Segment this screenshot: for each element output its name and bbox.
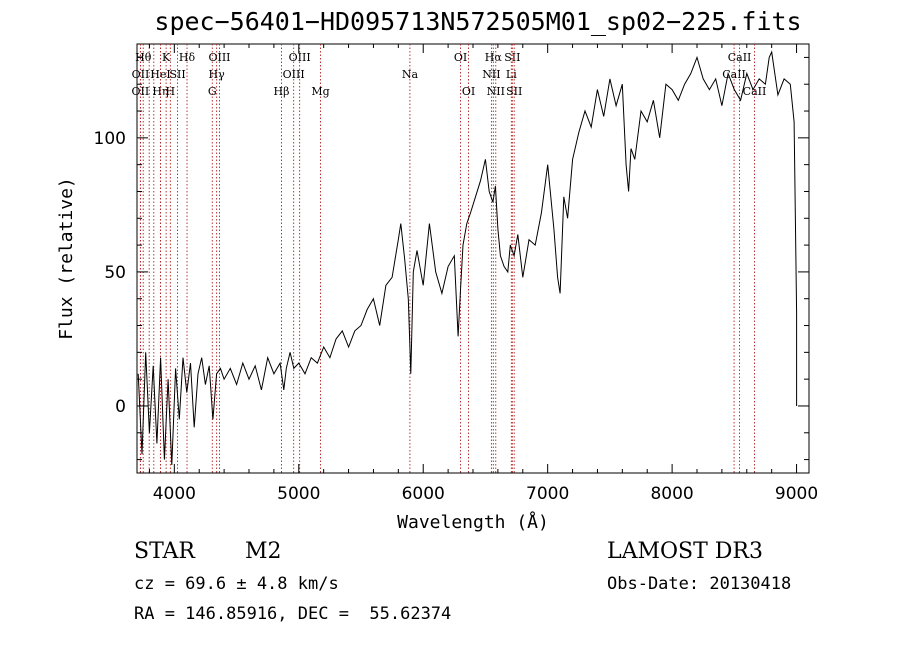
spectral-line-label: SII <box>506 85 522 98</box>
spectral-line-label: OIII <box>283 68 305 81</box>
spectral-line-label: Li <box>506 68 517 81</box>
spectral-line-label: OII <box>132 68 150 81</box>
spectral-line-label: Hδ <box>179 51 196 64</box>
object-subclass: M2 <box>245 539 282 564</box>
velocity-readout: cz = 69.6 ± 4.8 km/s <box>134 574 339 594</box>
y-tick-label: 100 <box>94 129 126 149</box>
spectral-line-label: Hθ <box>135 51 152 64</box>
spectral-line-label: NII <box>482 68 500 81</box>
spectral-line-label: SII <box>504 51 520 64</box>
survey-name: LAMOST DR3 <box>607 539 763 564</box>
spectral-line-label: Hγ <box>209 68 226 81</box>
obs-date: Obs-Date: 20130418 <box>607 574 792 594</box>
spectral-line-label: CaII <box>743 85 767 98</box>
spectral-line-label: SII <box>169 68 185 81</box>
spectrum-line <box>137 50 798 466</box>
y-axis-label: Flux (relative) <box>56 177 77 340</box>
x-tick-label: 6000 <box>402 484 445 504</box>
spectral-line-label: OIII <box>289 51 311 64</box>
axis-labels: spec−56401−HD095713N572505M01_sp02−225.f… <box>56 7 802 533</box>
object-class: STAR <box>134 539 195 564</box>
spectral-line-label: OI <box>454 51 467 64</box>
spectral-line-label: CaII <box>722 68 746 81</box>
plot-frame <box>136 43 810 474</box>
y-tick-label: 0 <box>115 397 126 417</box>
coordinates: RA = 146.85916, DEC = 55.62374 <box>134 604 452 624</box>
y-tick-label: 50 <box>104 263 126 283</box>
spectral-line-label: Hη <box>152 85 168 98</box>
x-axis-label: Wavelength (Å) <box>397 511 549 533</box>
axes-frame <box>136 43 810 474</box>
chart-title: spec−56401−HD095713N572505M01_sp02−225.f… <box>154 7 801 36</box>
spectral-line-label: Mg <box>311 85 329 98</box>
spectral-line-label: Hα <box>485 51 503 64</box>
x-tick-label: 9000 <box>775 484 818 504</box>
spectral-line-label: H <box>166 85 176 98</box>
axis-ticks: 4000 5000 6000 7000 8000 9000 0 50 100 <box>94 44 818 504</box>
spectral-line-label: OI <box>462 85 475 98</box>
spectral-line-label: K <box>162 51 171 64</box>
spectral-line-label: CaII <box>728 51 752 64</box>
spectral-line-label: Na <box>402 68 419 81</box>
x-tick-label: 7000 <box>526 484 569 504</box>
x-tick-label: 8000 <box>650 484 693 504</box>
spectral-line-label: NII <box>487 85 505 98</box>
x-tick-label: 5000 <box>277 484 320 504</box>
spectral-line-label: OIII <box>208 51 230 64</box>
spectral-line-label: G <box>208 85 217 98</box>
spectral-line-label: HeI <box>150 68 170 81</box>
x-tick-label: 4000 <box>153 484 196 504</box>
series-group <box>137 50 798 466</box>
spectral-line-label: Hβ <box>274 85 290 98</box>
spectral-line-label: OII <box>132 85 150 98</box>
